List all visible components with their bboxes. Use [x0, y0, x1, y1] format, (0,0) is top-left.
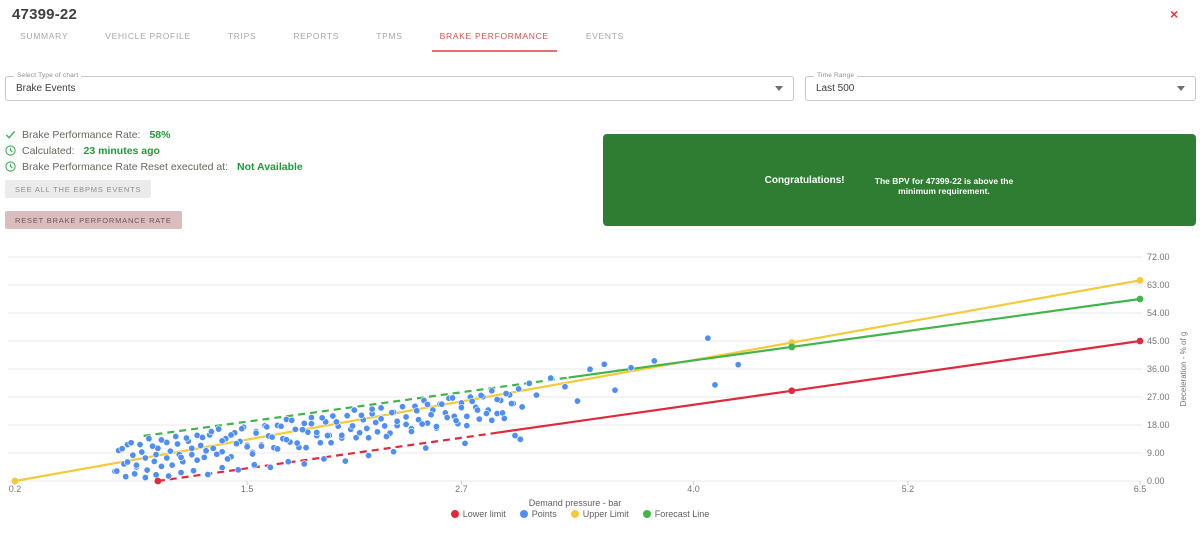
tab-vehicle-profile[interactable]: VEHICLE PROFILE — [105, 31, 191, 41]
chevron-down-icon — [775, 86, 783, 91]
congratulations-banner: Congratulations! The BPV for 47399-22 is… — [603, 134, 1196, 226]
legend-dot — [642, 510, 651, 518]
legend-dot — [450, 510, 459, 518]
legend-item-points: Points — [519, 509, 557, 519]
y-tick-label: 63.00 — [1147, 280, 1170, 290]
legend-label: Points — [531, 509, 557, 519]
y-tick-label: 0.00 — [1147, 476, 1165, 486]
legend-item-upper-limit: Upper Limit — [570, 509, 629, 519]
close-icon[interactable]: × — [1170, 6, 1179, 22]
see-ebpms-events-button[interactable]: SEE ALL THE EBPMS EVENTS — [5, 180, 152, 198]
chart-type-value: Brake Events — [16, 83, 76, 94]
page-title: 47399-22 — [12, 6, 77, 23]
banner-title: Congratulations! — [764, 175, 845, 186]
y-tick-label: 9.00 — [1147, 448, 1165, 458]
legend-label: Lower limit — [462, 509, 506, 519]
chart-legend: Lower limit Points Upper Limit Forecast Lin… — [0, 509, 1160, 519]
chart-type-select[interactable]: Select Type of chart Brake Events — [5, 72, 794, 101]
y-tick-label: 36.00 — [1147, 364, 1170, 374]
chart-gridlines — [8, 256, 1143, 485]
y-tick-label: 72.00 — [1147, 252, 1170, 262]
chart-lines — [14, 279, 1141, 483]
clock-icon — [5, 161, 16, 172]
x-tick-label: 4.0 — [687, 484, 700, 494]
x-tick-label: 1.5 — [240, 484, 254, 494]
brake-events-chart: Deceleration - % of g — [8, 256, 1188, 485]
tab-trips[interactable]: TRIPS — [227, 31, 257, 41]
status-label: Brake Performance Rate: — [22, 128, 141, 141]
banner-message: The BPV for 47399-22 is above the minimu… — [874, 176, 1014, 196]
tab-tpms[interactable]: TPMS — [376, 31, 403, 41]
status-value: 23 minutes ago — [83, 144, 160, 157]
x-tick-label: 5.2 — [901, 484, 915, 494]
y-tick-label: 54.00 — [1147, 308, 1170, 318]
x-tick-label: 2.7 — [455, 484, 468, 494]
legend-item-forecast-line: Forecast Line — [642, 509, 710, 519]
y-tick-label: 18.00 — [1147, 420, 1170, 430]
status-row-calculated: Calculated: 23 minutes ago — [5, 143, 303, 158]
status-label: Brake Performance Rate Reset executed at… — [22, 160, 229, 173]
reset-brake-performance-button[interactable]: RESET BRAKE PERFORMANCE RATE — [5, 211, 182, 229]
status-row-rate: Brake Performance Rate: 58% — [5, 127, 303, 142]
time-range-select[interactable]: Time Range Last 500 — [805, 72, 1196, 101]
y-tick-label: 45.00 — [1147, 336, 1170, 346]
x-tick-label: 6.5 — [1133, 484, 1147, 494]
legend-label: Forecast Line — [654, 509, 710, 519]
x-axis-ticks: 0.2 1.5 2.7 4.0 5.2 6.5 — [0, 484, 1200, 496]
tab-summary[interactable]: SUMMARY — [20, 31, 69, 41]
status-block: Brake Performance Rate: 58% Calculated: … — [5, 127, 303, 175]
chart-line-markers — [11, 276, 1144, 485]
tab-reports[interactable]: REPORTS — [293, 31, 340, 41]
status-value: 58% — [149, 128, 171, 141]
tab-bar: SUMMARY VEHICLE PROFILE TRIPS REPORTS TPMS BR… — [12, 31, 632, 52]
tab-brake-performance[interactable]: BRAKE PERFORMANCE — [431, 31, 557, 52]
legend-dot — [570, 510, 579, 518]
legend-label: Upper Limit — [582, 509, 629, 519]
time-range-value: Last 500 — [816, 83, 855, 94]
check-icon — [5, 130, 16, 139]
y-axis-title: Deceleration - % of g — [1179, 332, 1188, 407]
tab-events[interactable]: EVENTS — [585, 31, 625, 41]
legend-dot — [519, 510, 528, 518]
status-label: Calculated: — [22, 144, 75, 157]
y-tick-label: 27.00 — [1147, 392, 1170, 402]
chart-type-label: Select Type of chart — [14, 72, 82, 79]
clock-icon — [5, 145, 16, 156]
x-axis-title: Demand pressure - bar — [528, 498, 622, 508]
legend-item-lower-limit: Lower limit — [450, 509, 506, 519]
status-row-reset-at: Brake Performance Rate Reset executed at… — [5, 159, 303, 174]
chevron-down-icon — [1177, 86, 1185, 91]
x-tick-label: 0.2 — [8, 484, 22, 494]
chart-points — [111, 334, 742, 482]
status-value: Not Available — [237, 160, 303, 173]
time-range-label: Time Range — [814, 72, 858, 79]
